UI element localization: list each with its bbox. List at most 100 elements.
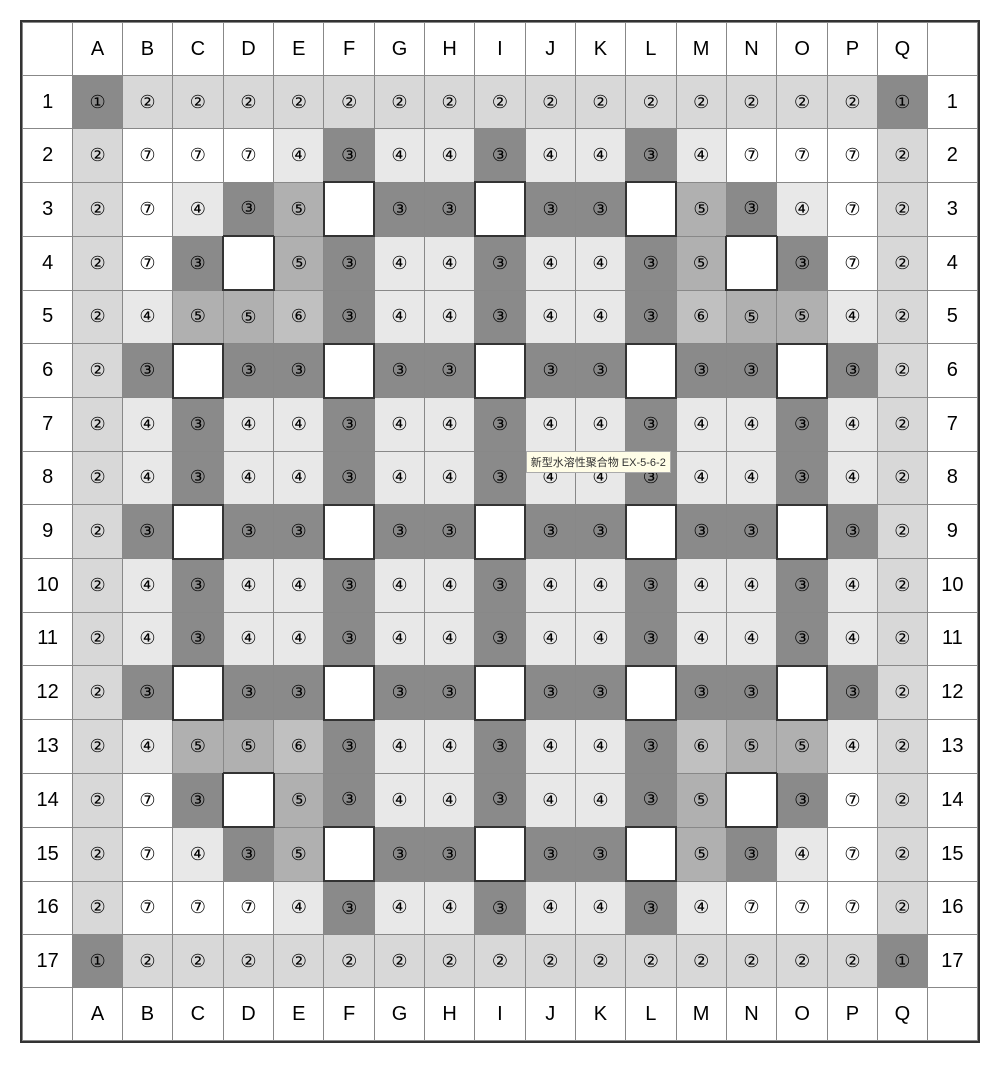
grid-cell: ② <box>575 76 625 129</box>
grid-cell: ④ <box>676 559 726 613</box>
grid-cell: ② <box>475 935 526 988</box>
circled-number: ④ <box>391 790 407 810</box>
grid-cell: ⑦ <box>122 827 172 881</box>
circled-number: ③ <box>441 844 457 864</box>
column-header: F <box>324 23 375 76</box>
grid-cell <box>324 827 375 881</box>
circled-number: ② <box>240 951 256 971</box>
circled-number: ③ <box>743 360 759 380</box>
grid-cell: ④ <box>374 129 424 183</box>
circled-number: ② <box>90 145 106 165</box>
circled-number: ⑦ <box>139 253 155 273</box>
grid-cell: ② <box>676 76 726 129</box>
grid-cell: ② <box>878 559 928 613</box>
circled-number: ② <box>693 92 709 112</box>
circled-number: ④ <box>693 414 709 434</box>
grid-cell: ② <box>73 290 123 344</box>
grid-cell: ③ <box>374 827 424 881</box>
circled-number: ④ <box>442 253 458 273</box>
circled-number: ④ <box>592 790 608 810</box>
grid-cell: ⑦ <box>122 182 172 236</box>
grid-cell: ③ <box>475 129 526 183</box>
circled-number: ③ <box>341 628 357 648</box>
row-header: 7 <box>927 398 977 452</box>
circled-number: ③ <box>845 521 861 541</box>
circled-number: ③ <box>241 682 257 702</box>
column-header: K <box>575 988 625 1041</box>
circled-number: ④ <box>794 199 810 219</box>
grid-cell: ④ <box>726 612 777 666</box>
grid-cell: ③ <box>475 451 526 505</box>
circled-number: ③ <box>190 575 206 595</box>
circled-number: ② <box>743 92 759 112</box>
circled-number: ④ <box>844 467 860 487</box>
circled-number: ③ <box>743 521 759 541</box>
circled-number: ④ <box>391 628 407 648</box>
circled-number: ④ <box>291 897 307 917</box>
grid-cell: ⑤ <box>777 720 828 774</box>
grid-cell: ⑤ <box>173 720 224 774</box>
grid-table: ABCDEFGHIJKLMNOPQ1①②②②②②②②②②②②②②②②①12②⑦⑦… <box>22 22 978 1041</box>
grid-cell: ② <box>425 76 475 129</box>
grid-cell: ⑤ <box>676 182 726 236</box>
column-header: Q <box>878 23 928 76</box>
grid-cell <box>626 666 677 720</box>
circled-number: ① <box>894 951 910 971</box>
grid-cell: ② <box>777 935 828 988</box>
grid-cell: ② <box>73 559 123 613</box>
circled-number: ② <box>391 951 407 971</box>
grid-cell: ③ <box>274 666 324 720</box>
circled-number: ③ <box>241 360 257 380</box>
row-header: 4 <box>23 236 73 290</box>
circled-number: ④ <box>592 414 608 434</box>
circled-number: ③ <box>845 360 861 380</box>
circled-number: ⑤ <box>794 736 810 756</box>
grid-cell: ③ <box>324 720 375 774</box>
grid-cell: ③ <box>324 881 375 935</box>
circled-number: ④ <box>139 628 155 648</box>
grid-cell: ④ <box>676 129 726 183</box>
row-header: 8 <box>23 451 73 505</box>
circled-number: ⑤ <box>240 307 256 327</box>
column-header: H <box>425 988 475 1041</box>
grid-cell <box>726 236 777 290</box>
circled-number: ④ <box>542 306 558 326</box>
circled-number: ④ <box>291 414 307 434</box>
grid-cell: ⑤ <box>274 236 324 290</box>
grid-cell <box>475 666 526 720</box>
grid-cell <box>626 827 677 881</box>
grid-cell: ⑦ <box>223 129 274 183</box>
grid-cell: ③ <box>575 182 625 236</box>
reactor-grid-diagram: ABCDEFGHIJKLMNOPQ1①②②②②②②②②②②②②②②②①12②⑦⑦… <box>20 20 980 1043</box>
circled-number: ③ <box>492 414 508 434</box>
row-header: 1 <box>23 76 73 129</box>
grid-cell: ② <box>425 935 475 988</box>
grid-cell <box>223 773 274 827</box>
grid-cell: ① <box>73 76 123 129</box>
circled-number: ② <box>743 951 759 971</box>
circled-number: ⑤ <box>190 306 206 326</box>
circled-number: ⑦ <box>844 145 860 165</box>
circled-number: ④ <box>592 306 608 326</box>
grid-cell: ④ <box>575 236 625 290</box>
column-header: A <box>73 23 123 76</box>
grid-cell: ③ <box>324 612 375 666</box>
circled-number: ⑦ <box>139 790 155 810</box>
circled-number: ② <box>794 92 810 112</box>
circled-number: ③ <box>341 145 357 165</box>
grid-cell: ② <box>73 881 123 935</box>
grid-cell: ③ <box>626 290 677 344</box>
circled-number: ④ <box>542 790 558 810</box>
grid-cell: ⑤ <box>777 290 828 344</box>
circled-number: ④ <box>743 575 759 595</box>
circled-number: ② <box>693 951 709 971</box>
circled-number: ③ <box>441 199 457 219</box>
grid-cell: ③ <box>173 612 224 666</box>
grid-cell: ⑥ <box>274 720 324 774</box>
circled-number: ④ <box>391 145 407 165</box>
circled-number: ⑤ <box>291 253 307 273</box>
grid-cell <box>475 827 526 881</box>
cell-tooltip: 新型水溶性聚合物 EX-5-6-2 <box>526 451 671 473</box>
grid-cell: ③ <box>173 451 224 505</box>
circled-number: ③ <box>190 467 206 487</box>
